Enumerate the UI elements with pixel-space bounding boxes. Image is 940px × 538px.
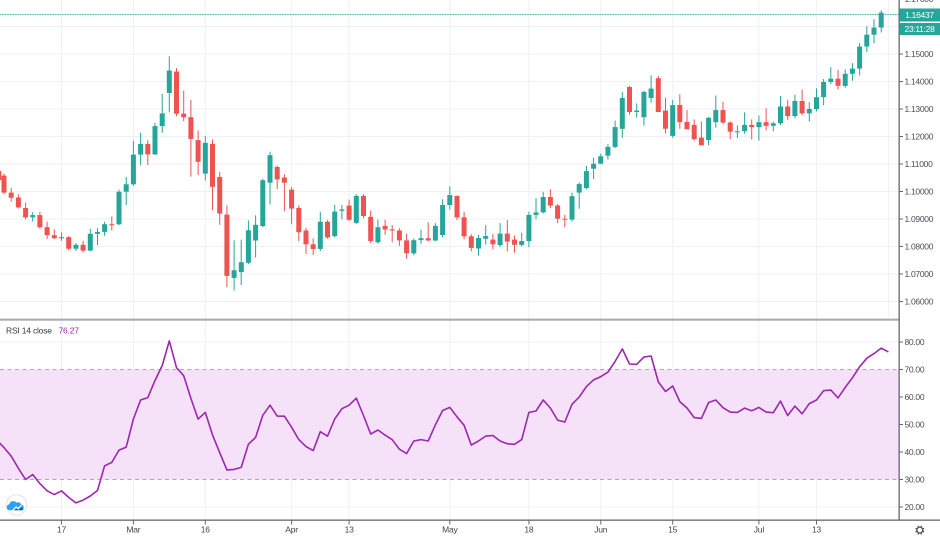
- svg-text:40.00: 40.00: [905, 447, 925, 457]
- svg-text:13: 13: [345, 525, 355, 535]
- svg-text:70.00: 70.00: [905, 365, 925, 375]
- svg-text:1.15000: 1.15000: [905, 49, 934, 59]
- svg-text:1.07000: 1.07000: [905, 269, 934, 279]
- svg-text:18: 18: [524, 525, 534, 535]
- svg-text:1.09000: 1.09000: [905, 214, 934, 224]
- svg-text:30.00: 30.00: [905, 475, 925, 485]
- svg-text:1.12000: 1.12000: [905, 132, 934, 142]
- svg-text:1.08000: 1.08000: [905, 242, 934, 252]
- svg-text:RSI 14 close: RSI 14 close: [6, 326, 52, 336]
- svg-text:1.10000: 1.10000: [905, 187, 934, 197]
- svg-text:Jul: Jul: [754, 525, 765, 535]
- svg-text:16: 16: [201, 525, 211, 535]
- svg-text:1.06000: 1.06000: [905, 297, 934, 307]
- svg-text:May: May: [442, 525, 458, 535]
- svg-text:1.16437: 1.16437: [905, 10, 934, 20]
- svg-text:17: 17: [57, 525, 67, 535]
- svg-text:1.13000: 1.13000: [905, 104, 934, 114]
- svg-text:1.17000: 1.17000: [905, 0, 934, 4]
- svg-text:80.00: 80.00: [905, 337, 925, 347]
- svg-text:1.11000: 1.11000: [905, 159, 934, 169]
- svg-text:1.14000: 1.14000: [905, 77, 934, 87]
- svg-text:23:11:28: 23:11:28: [904, 24, 935, 34]
- svg-text:60.00: 60.00: [905, 392, 925, 402]
- svg-text:15: 15: [668, 525, 678, 535]
- svg-text:76.27: 76.27: [59, 326, 80, 336]
- svg-text:Jun: Jun: [594, 525, 608, 535]
- svg-text:Mar: Mar: [126, 525, 140, 535]
- svg-text:13: 13: [812, 525, 822, 535]
- svg-text:Apr: Apr: [285, 525, 298, 535]
- svg-text:50.00: 50.00: [905, 420, 925, 430]
- svg-text:20.00: 20.00: [905, 502, 925, 512]
